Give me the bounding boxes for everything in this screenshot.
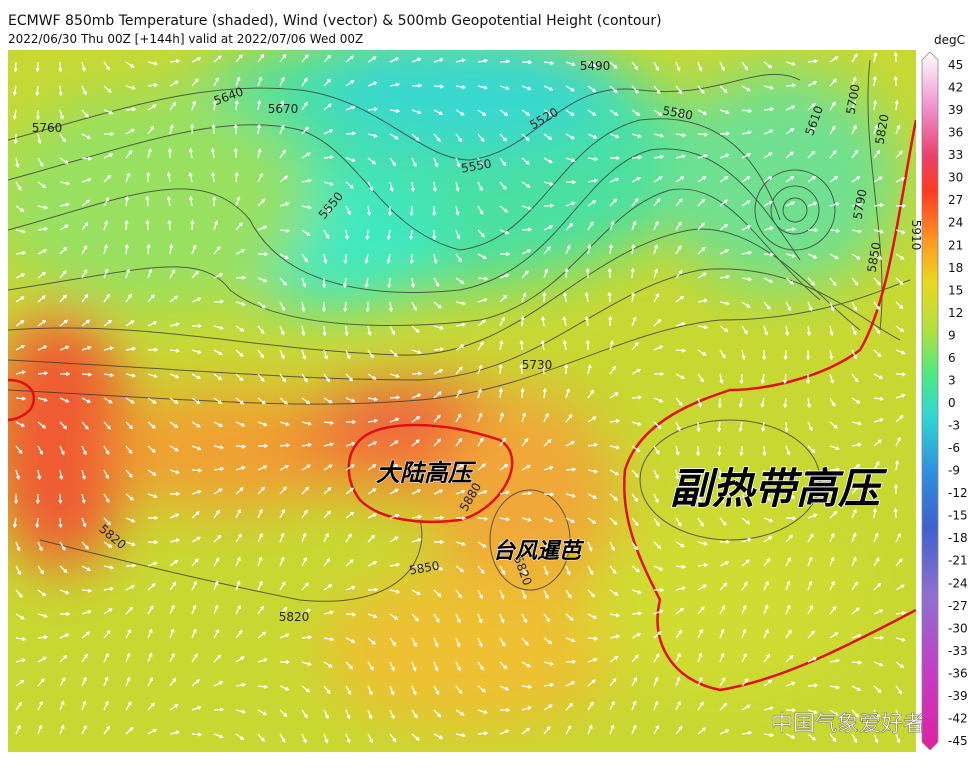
colorbar-label: 27 xyxy=(948,193,963,207)
contour-label: 5760 xyxy=(32,121,63,135)
annotation: 台风暹芭 xyxy=(493,538,585,564)
wind-vectors xyxy=(12,51,907,744)
contour-label: 5670 xyxy=(268,102,299,116)
colorbar-label: -24 xyxy=(948,576,968,590)
colorbar-label: 15 xyxy=(948,283,963,297)
colorbar-label: -3 xyxy=(948,419,960,433)
contour-label: 5820 xyxy=(873,113,892,146)
annotation: 副热带高压 xyxy=(670,464,888,513)
colorbar-label: -30 xyxy=(948,621,968,635)
contour-label: 5820 xyxy=(279,610,310,624)
map xyxy=(8,50,916,752)
colorbar-label: -9 xyxy=(948,464,960,478)
contour-label: 5700 xyxy=(844,83,863,116)
colorbar-label: 45 xyxy=(948,58,963,72)
colorbar-unit: degC xyxy=(934,33,965,47)
colorbar-label: -27 xyxy=(948,599,968,613)
colorbar-label: -33 xyxy=(948,644,968,658)
subtitle: 2022/06/30 Thu 00Z [+144h] valid at 2022… xyxy=(8,32,363,46)
colorbar-label: 0 xyxy=(948,396,956,410)
colorbar-label: -39 xyxy=(948,689,968,703)
colorbar-label: 36 xyxy=(948,126,963,140)
annotation: 大陆高压 xyxy=(376,459,477,487)
colorbar-label: -6 xyxy=(948,441,960,455)
colorbar-label: -15 xyxy=(948,509,968,523)
colorbar-label: 39 xyxy=(948,103,963,117)
colorbar-label: 33 xyxy=(948,148,963,162)
colorbar-label: 18 xyxy=(948,261,963,275)
colorbar-label: -12 xyxy=(948,486,968,500)
colorbar-label: -18 xyxy=(948,531,968,545)
colorbar-label: 3 xyxy=(948,373,956,387)
height-contours xyxy=(8,59,911,602)
colorbar-label: 42 xyxy=(948,81,963,95)
contour-label: 5580 xyxy=(661,104,694,123)
colorbar-label: 21 xyxy=(948,238,963,252)
title: ECMWF 850mb Temperature (shaded), Wind (… xyxy=(8,13,662,29)
contour-label: 5550 xyxy=(460,157,493,176)
colorbar-label: 6 xyxy=(948,351,956,365)
colorbar xyxy=(921,51,939,751)
contour-label: 5850 xyxy=(865,241,884,274)
colorbar-label: -42 xyxy=(948,711,968,725)
colorbar-label: -21 xyxy=(948,554,968,568)
colorbar-labels: 4542393633302724211815129630-3-6-9-12-15… xyxy=(948,58,968,748)
colorbar-label: 9 xyxy=(948,328,956,342)
5880-contours xyxy=(8,119,916,692)
colorbar-label: -36 xyxy=(948,666,968,680)
colorbar-label: 30 xyxy=(948,171,963,185)
colorbar-label: 24 xyxy=(948,216,963,230)
contour-label: 5790 xyxy=(851,188,870,221)
contour-label: 5490 xyxy=(580,59,611,73)
contour-label: 5850 xyxy=(408,559,441,578)
watermark: 中国气象爱好者 xyxy=(771,712,925,737)
colorbar-label: 12 xyxy=(948,306,963,320)
colorbar-label: -45 xyxy=(948,734,968,748)
contour-label: 5730 xyxy=(522,358,553,372)
contour-label: 5910 xyxy=(909,220,923,251)
